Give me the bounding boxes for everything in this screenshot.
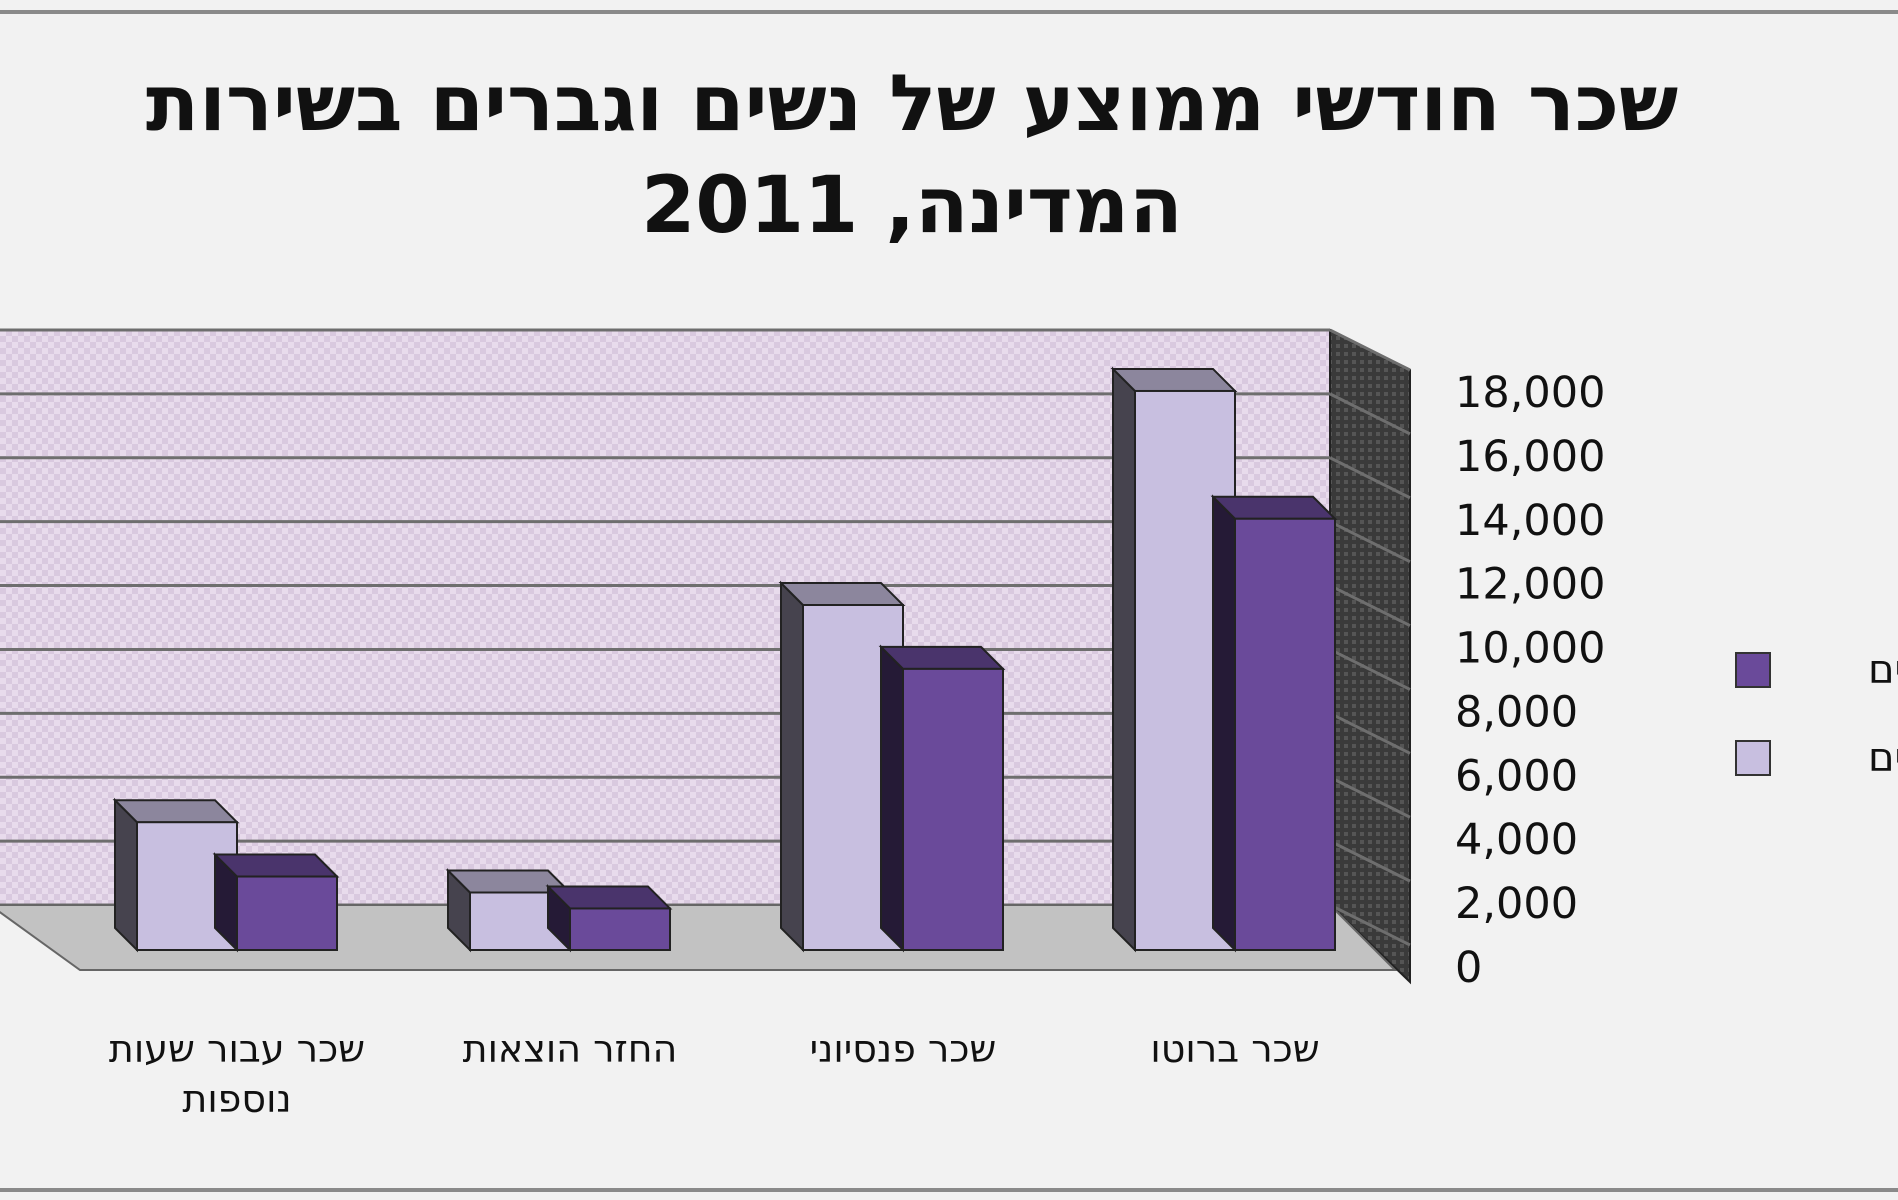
y-tick-label: 8,000 — [1455, 687, 1578, 737]
category-label: שכר פנסיוני — [810, 1027, 997, 1071]
y-tick-label: 12,000 — [1455, 560, 1605, 610]
bar-front — [1234, 517, 1336, 951]
gridline-side — [1329, 711, 1411, 755]
legend-label: גברים — [1868, 735, 1898, 781]
bar-top — [1210, 495, 1338, 520]
bar-top — [1110, 367, 1238, 392]
category-label: שכר ברוטו — [1150, 1027, 1319, 1071]
category-label: נוספות — [182, 1077, 291, 1121]
gridline-side — [1329, 328, 1411, 372]
bar-top — [545, 885, 673, 910]
category-label: החזר הוצאות — [463, 1027, 678, 1071]
gridline-side — [1329, 839, 1411, 883]
bar-side — [880, 644, 904, 953]
bar-front — [569, 907, 671, 952]
category-label: שכר עבור שעות — [109, 1027, 365, 1071]
x-axis: שכר ברוטו שכר פנסיוני החזר הוצאות שכר עבור … — [109, 1027, 1320, 1121]
gridline-side — [1329, 584, 1411, 627]
bar-side — [780, 580, 804, 953]
bar-top — [878, 645, 1006, 670]
y-tick-label: 0 — [1455, 943, 1482, 993]
bar-women — [878, 644, 1006, 953]
gridline-side — [1329, 775, 1411, 819]
y-tick-label: 10,000 — [1455, 624, 1605, 674]
bar-women — [212, 852, 340, 953]
title-line-1: שכר חודשי ממוצע של נשים וגברים בשירות — [146, 59, 1678, 149]
legend: נשים גברים — [1735, 647, 1898, 781]
y-tick-label: 4,000 — [1455, 815, 1578, 865]
y-tick-label: 14,000 — [1455, 496, 1605, 546]
gridline-side — [1329, 456, 1411, 500]
legend-label: נשים — [1868, 647, 1898, 693]
bar-top — [778, 582, 906, 606]
legend-swatch — [1735, 740, 1771, 776]
gridline-side — [1329, 648, 1411, 691]
gridline-side — [1329, 392, 1411, 436]
bar-side — [114, 797, 138, 953]
bar-top — [212, 853, 340, 878]
y-tick-label: 6,000 — [1455, 751, 1578, 801]
bar-side — [1112, 366, 1136, 953]
title-line-2: המדינה, 2011 — [641, 161, 1183, 251]
y-tick-label: 2,000 — [1455, 879, 1578, 929]
y-tick-label: 18,000 — [1455, 368, 1605, 418]
y-tick-label: 16,000 — [1455, 432, 1605, 482]
bar-top — [112, 799, 240, 824]
plot-area — [0, 328, 1411, 985]
bar-women — [545, 884, 673, 953]
legend-swatch — [1735, 652, 1771, 688]
gridline-side — [1329, 520, 1411, 564]
bar-side — [1212, 494, 1236, 953]
bar-women — [1210, 494, 1338, 953]
chart-title: שכר חודשי ממוצע של נשים וגברים בשירות המ… — [146, 59, 1678, 251]
gridline-side — [1329, 903, 1411, 947]
bar-front — [236, 875, 338, 951]
bar-front — [902, 667, 1004, 952]
y-axis: 0 2,000 4,000 6,000 8,000 10,000 12,000 14,000 1… — [1455, 368, 1605, 993]
